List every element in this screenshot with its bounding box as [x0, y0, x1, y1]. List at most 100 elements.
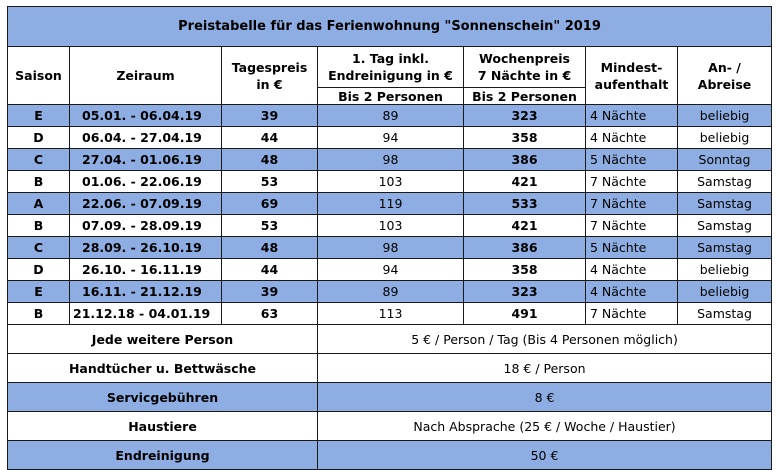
cell-tagespreis: 53 — [221, 214, 318, 237]
table-row: E 05.01. - 06.04.19 39 89 323 4 Nächte b… — [7, 104, 773, 127]
cell-tagespreis: 44 — [221, 258, 318, 281]
cell-anreise: Samstag — [676, 214, 773, 237]
table-row: C 28.09. - 26.10.19 48 98 386 5 Nächte S… — [7, 236, 773, 259]
header-mindest-line1: Mindest- — [600, 59, 663, 75]
price-table: Preistabelle für das Ferienwohnung "Sonn… — [6, 6, 773, 470]
extra-row: Jede weitere Person 5 € / Person / Tag (… — [7, 324, 773, 354]
cell-wochenpreis: 386 — [463, 148, 586, 171]
table-row: A 22.06. - 07.09.19 69 119 533 7 Nächte … — [7, 192, 773, 215]
extra-value: Nach Absprache (25 € / Woche / Haustier) — [316, 411, 773, 441]
extra-value: 8 € — [316, 382, 773, 412]
header-anreise: An- / Abreise — [676, 46, 773, 105]
cell-saison: C — [7, 148, 70, 171]
cell-erster-tag: 103 — [317, 214, 464, 237]
cell-wochenpreis: 386 — [463, 236, 586, 259]
cell-anreise: beliebig — [676, 126, 773, 149]
table-row: C 27.04. - 01.06.19 48 98 386 5 Nächte S… — [7, 148, 773, 171]
header-anreise-line1: An- / — [708, 59, 741, 75]
extra-value: 18 € / Person — [316, 353, 773, 383]
cell-anreise: beliebig — [676, 258, 773, 281]
table-row: B 01.06. - 22.06.19 53 103 421 7 Nächte … — [7, 170, 773, 193]
cell-wochenpreis: 533 — [463, 192, 586, 215]
header-tagespreis-line1: Tagespreis — [231, 59, 308, 75]
cell-zeitraum: 07.09. - 28.09.19 — [69, 214, 222, 237]
cell-wochenpreis: 491 — [463, 302, 586, 325]
cell-erster-tag: 119 — [317, 192, 464, 215]
extra-label: Jede weitere Person — [7, 324, 318, 354]
cell-wochenpreis: 323 — [463, 104, 586, 127]
cell-anreise: beliebig — [676, 104, 773, 127]
header-wochenpreis-line2: 7 Nächte in € — [477, 68, 572, 83]
header-anreise-line2: Abreise — [697, 76, 752, 92]
header-mindest-line2: aufenthalt — [594, 76, 669, 92]
cell-mindest: 4 Nächte — [585, 258, 678, 281]
extra-label: Servicgebühren — [7, 382, 318, 412]
cell-zeitraum: 27.04. - 01.06.19 — [69, 148, 222, 171]
header-zeitraum: Zeiraum — [69, 46, 222, 105]
cell-erster-tag: 89 — [317, 280, 464, 303]
cell-anreise: Samstag — [676, 170, 773, 193]
header-wochenpreis: Wochenpreis 7 Nächte in € — [463, 46, 586, 88]
cell-saison: B — [7, 170, 70, 193]
cell-tagespreis: 39 — [221, 104, 318, 127]
header-wochenpreis-line1: Wochenpreis — [479, 51, 570, 66]
cell-wochenpreis: 421 — [463, 214, 586, 237]
cell-wochenpreis: 358 — [463, 258, 586, 281]
cell-zeitraum: 16.11. - 21.12.19 — [69, 280, 222, 303]
cell-saison: B — [7, 214, 70, 237]
cell-anreise: beliebig — [676, 280, 773, 303]
cell-mindest: 5 Nächte — [585, 148, 678, 171]
cell-saison: D — [7, 258, 70, 281]
cell-tagespreis: 53 — [221, 170, 318, 193]
cell-erster-tag: 98 — [317, 148, 464, 171]
cell-wochenpreis: 421 — [463, 170, 586, 193]
cell-mindest: 4 Nächte — [585, 104, 678, 127]
table-row: E 16.11. - 21.12.19 39 89 323 4 Nächte b… — [7, 280, 773, 303]
cell-anreise: Samstag — [676, 302, 773, 325]
cell-mindest: 4 Nächte — [585, 126, 678, 149]
header-erster-tag: 1. Tag inkl. Endreinigung in € — [317, 46, 464, 88]
cell-wochenpreis: 323 — [463, 280, 586, 303]
cell-anreise: Samstag — [676, 236, 773, 259]
header-tagespreis-line2: in € — [256, 76, 283, 92]
cell-erster-tag: 98 — [317, 236, 464, 259]
cell-mindest: 5 Nächte — [585, 236, 678, 259]
extra-row: Endreinigung 50 € — [7, 440, 773, 470]
cell-tagespreis: 63 — [221, 302, 318, 325]
cell-tagespreis: 48 — [221, 236, 318, 259]
header-tagespreis: Tagespreis in € — [221, 46, 318, 105]
header-erster-tag-line1: 1. Tag inkl. — [352, 51, 429, 66]
extra-row: Handtücher u. Bettwäsche 18 € / Person — [7, 353, 773, 383]
cell-mindest: 7 Nächte — [585, 214, 678, 237]
cell-wochenpreis: 358 — [463, 126, 586, 149]
extra-label: Handtücher u. Bettwäsche — [7, 353, 318, 383]
extra-value: 5 € / Person / Tag (Bis 4 Personen mögli… — [316, 324, 773, 354]
cell-erster-tag: 89 — [317, 104, 464, 127]
extra-row: Haustiere Nach Absprache (25 € / Woche /… — [7, 411, 773, 441]
cell-tagespreis: 69 — [221, 192, 318, 215]
cell-zeitraum: 06.04. - 27.04.19 — [69, 126, 222, 149]
cell-tagespreis: 48 — [221, 148, 318, 171]
cell-erster-tag: 94 — [317, 126, 464, 149]
cell-saison: A — [7, 192, 70, 215]
cell-zeitraum: 05.01. - 06.04.19 — [69, 104, 222, 127]
cell-zeitraum: 21.12.18 - 04.01.19 — [69, 302, 222, 325]
cell-zeitraum: 22.06. - 07.09.19 — [69, 192, 222, 215]
cell-zeitraum: 28.09. - 26.10.19 — [69, 236, 222, 259]
table-row: D 26.10. - 16.11.19 44 94 358 4 Nächte b… — [7, 258, 773, 281]
header-erster-tag-sub: Bis 2 Personen — [317, 87, 464, 105]
cell-saison: D — [7, 126, 70, 149]
cell-mindest: 7 Nächte — [585, 170, 678, 193]
cell-saison: B — [7, 302, 70, 325]
header-mindestaufenthalt: Mindest- aufenthalt — [585, 46, 678, 105]
header-wochenpreis-sub: Bis 2 Personen — [463, 87, 586, 105]
cell-zeitraum: 01.06. - 22.06.19 — [69, 170, 222, 193]
table-row: B 07.09. - 28.09.19 53 103 421 7 Nächte … — [7, 214, 773, 237]
cell-mindest: 7 Nächte — [585, 192, 678, 215]
cell-zeitraum: 26.10. - 16.11.19 — [69, 258, 222, 281]
cell-erster-tag: 103 — [317, 170, 464, 193]
cell-saison: C — [7, 236, 70, 259]
cell-saison: E — [7, 280, 70, 303]
cell-anreise: Samstag — [676, 192, 773, 215]
header-erster-tag-line2: Endreinigung in € — [328, 68, 453, 83]
